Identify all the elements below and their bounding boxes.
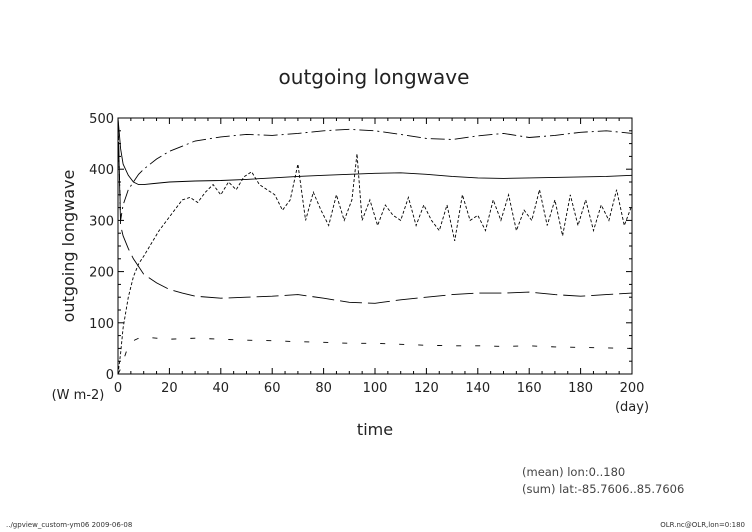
footer-right: OLR.nc@OLR,lon=0:180 <box>660 521 745 529</box>
x-tick-label: 200 <box>620 381 645 396</box>
series-line-sparse-dash <box>117 336 633 375</box>
series-lines <box>117 117 633 375</box>
y-tick-label: 200 <box>89 266 114 281</box>
plot-frame <box>117 117 633 375</box>
axis-ticks: 0 20 40 60 80 100 120 140 160 180 200 0 100 200 300 400… <box>89 112 644 396</box>
x-tick-label: 140 <box>465 381 490 396</box>
series-line-dash-dot <box>117 117 633 221</box>
x-tick-label: 60 <box>264 381 281 396</box>
x-tick-label: 40 <box>213 381 230 396</box>
series-line-dashed <box>117 153 633 375</box>
y-tick-label: 0 <box>106 368 114 383</box>
x-tick-label: 160 <box>517 381 542 396</box>
x-tick-label: 20 <box>161 381 178 396</box>
chart-title: outgoing longwave <box>279 65 470 89</box>
y-tick-label: 400 <box>89 163 114 178</box>
x-tick-label: 0 <box>114 381 122 396</box>
series-line-solid <box>117 117 633 186</box>
x-tick-label: 180 <box>568 381 593 396</box>
x-tick-label: 80 <box>315 381 332 396</box>
y-axis-label: outgoing longwave <box>59 170 78 323</box>
series-line-long-dash <box>117 117 633 304</box>
x-axis-unit: (day) <box>615 400 649 415</box>
sum-note: (sum) lat:-85.7606..85.7606 <box>522 482 684 496</box>
y-axis-unit: (W m-2) <box>52 388 105 403</box>
x-tick-label: 100 <box>363 381 388 396</box>
x-axis-label: time <box>357 420 393 439</box>
y-tick-label: 100 <box>89 317 114 332</box>
footer-left: ../gpview_custom-ym06 2009-06-08 <box>6 521 132 529</box>
y-tick-label: 300 <box>89 214 114 229</box>
y-tick-label: 500 <box>89 112 114 127</box>
x-tick-label: 120 <box>414 381 439 396</box>
mean-note: (mean) lon:0..180 <box>522 465 625 479</box>
